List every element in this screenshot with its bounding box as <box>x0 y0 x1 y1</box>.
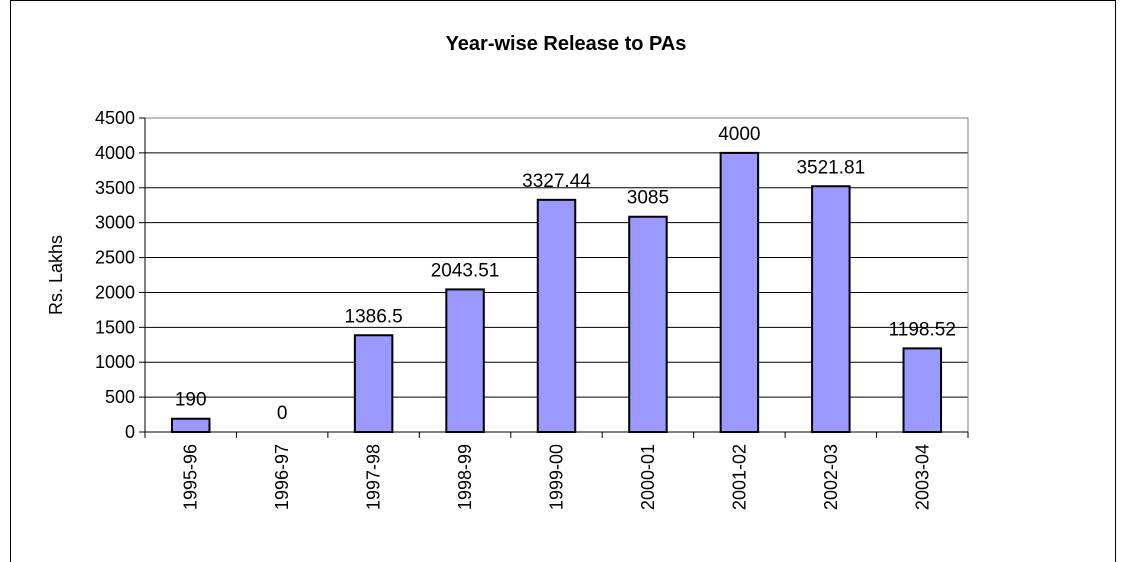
y-tick-label: 3000 <box>95 213 135 233</box>
x-tick-label-2000-01: 2000-01 <box>638 444 658 510</box>
y-tick-label: 0 <box>125 422 135 442</box>
y-tick-label: 2500 <box>95 248 135 268</box>
x-tick-label-1996-97: 1996-97 <box>272 444 292 510</box>
bar-2001-02 <box>719 151 760 433</box>
bar-2000-01 <box>628 215 668 433</box>
x-tick-labels: 1995-96 1996-97 1997-98 1998-99 1999-00 2000-… <box>181 444 933 510</box>
axes <box>139 117 969 438</box>
data-label-2001-02: 4000 <box>718 124 760 145</box>
x-tick-label-1995-96: 1995-96 <box>181 444 201 510</box>
chart-title: Year-wise Release to PAs <box>446 33 687 55</box>
y-tick-label: 1000 <box>95 352 135 372</box>
bar-2002-03 <box>811 185 851 433</box>
data-label-2003-04: 1198.52 <box>889 319 956 340</box>
y-tick-label: 1500 <box>95 317 135 337</box>
bar-1999-00 <box>536 198 577 433</box>
y-tick-label: 3500 <box>95 178 135 198</box>
x-tick-label-1998-99: 1998-99 <box>455 444 475 510</box>
data-label-2002-03: 3521.81 <box>796 157 865 178</box>
y-tick-label: 4500 <box>95 108 135 128</box>
y-tick-label: 4000 <box>95 143 135 163</box>
data-label-1998-99: 2043.51 <box>431 260 500 281</box>
data-labels: 190 0 1386.5 2043.51 3327.44 3085 4000 3521.81 1… <box>175 124 956 424</box>
y-tick-labels: 0 500 1000 1500 2000 2500 3000 3500 4000 4500 <box>95 108 135 442</box>
bar-1998-99 <box>445 288 485 433</box>
y-tick-label: 500 <box>105 387 135 407</box>
x-tick-label-2001-02: 2001-02 <box>729 444 749 510</box>
chart-frame <box>10 0 1116 562</box>
x-tick-label-1997-98: 1997-98 <box>364 444 384 510</box>
bar-2003-04 <box>902 347 943 433</box>
data-label-1995-96: 190 <box>175 390 207 411</box>
bar-1995-96 <box>170 417 211 433</box>
x-tick-label-2003-04: 2003-04 <box>912 444 932 510</box>
data-label-2000-01: 3085 <box>627 188 669 209</box>
x-tick-label-1999-00: 1999-00 <box>547 444 567 510</box>
bar-1997-98 <box>353 334 394 433</box>
y-axis-label: Rs. Lakhs <box>46 235 66 315</box>
data-label-1999-00: 3327.44 <box>522 171 591 192</box>
y-tick-label: 2000 <box>95 282 135 302</box>
data-label-1996-97: 0 <box>277 403 288 424</box>
x-tick-label-2002-03: 2002-03 <box>821 444 841 510</box>
data-label-1997-98: 1386.5 <box>345 306 403 327</box>
